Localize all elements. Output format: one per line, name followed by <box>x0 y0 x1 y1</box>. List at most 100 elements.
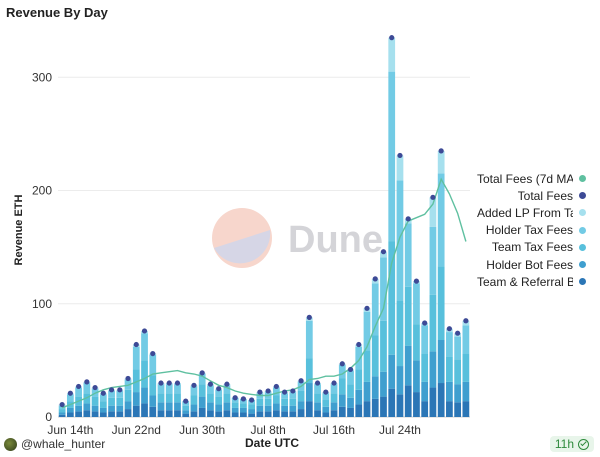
legend-item-total[interactable]: Total Fees <box>470 187 598 204</box>
author-link[interactable]: @whale_hunter <box>4 437 105 451</box>
x-axis-label: Date UTC <box>245 436 299 450</box>
bar-segment <box>75 387 82 397</box>
bar-segment <box>99 407 107 413</box>
bar-segment <box>66 394 74 402</box>
total-fee-point <box>389 35 395 41</box>
bar-segment <box>75 405 82 412</box>
bar-segment <box>207 393 214 403</box>
total-fee-point <box>347 366 354 373</box>
bar-segment <box>421 325 429 354</box>
bar-segment <box>380 320 387 372</box>
x-axis-ticks: Jun 14th Jun 22nd Jun 30th Jul 8th Jul 16th J… <box>47 423 421 437</box>
bar-segment <box>363 350 371 382</box>
total-fee-point <box>92 384 98 391</box>
bar-segment <box>83 403 91 411</box>
total-fee-point <box>257 389 263 395</box>
bar-segment <box>149 354 157 376</box>
bar-segment <box>83 410 91 417</box>
bar-segment <box>132 392 140 406</box>
total-fee-point <box>298 378 304 384</box>
legend-item-team-tax[interactable]: Team Tax Fees <box>470 239 598 256</box>
bar-segment <box>322 393 330 401</box>
bar-segment <box>429 351 437 388</box>
bar-segment <box>446 332 453 357</box>
legend-dot-icon <box>579 278 586 286</box>
bar-segment <box>223 402 231 411</box>
bar-segment <box>371 376 379 399</box>
bar-segment <box>83 383 91 394</box>
moving-average-line <box>61 177 467 409</box>
total-fee-point <box>141 328 148 334</box>
y-tick-label: 100 <box>32 297 52 311</box>
bar-segment <box>363 401 371 417</box>
bar-segment <box>91 411 99 417</box>
bar-segment <box>322 400 330 407</box>
total-fee-point <box>158 380 164 386</box>
bar-segment <box>429 294 437 352</box>
bar-segment <box>99 412 107 417</box>
total-fee-point <box>174 380 181 386</box>
bar-segment <box>116 397 124 406</box>
total-fee-point <box>356 341 362 348</box>
bar-segment <box>215 404 223 412</box>
bar-segment <box>330 402 338 411</box>
bar-segment <box>281 405 288 412</box>
bar-segment <box>215 389 223 397</box>
refresh-badge[interactable]: 11h <box>549 436 594 452</box>
total-fee-point <box>455 330 461 336</box>
bar-segment <box>388 241 396 355</box>
bar-segment <box>413 283 420 325</box>
bar-segment <box>305 383 313 402</box>
bar-segment <box>116 390 124 398</box>
y-axis-ticks: 0 100 200 300 <box>32 70 52 424</box>
bar-segment <box>124 401 132 410</box>
bar-segment <box>58 414 66 417</box>
bar-segment <box>305 358 313 384</box>
legend-item-holder-tax[interactable]: Holder Tax Fees <box>470 222 598 239</box>
bar-segment <box>421 381 429 402</box>
bar-segment <box>404 223 412 287</box>
bar-segment <box>141 360 148 388</box>
bar-segment <box>108 405 115 412</box>
bar-segment <box>124 409 132 417</box>
bar-segment <box>380 257 387 321</box>
bar-segment <box>99 394 107 402</box>
bar-segment <box>396 394 404 417</box>
total-fee-point <box>216 386 222 392</box>
legend-dot-icon <box>579 261 586 269</box>
total-fee-point <box>438 148 444 154</box>
legend-dot-icon <box>579 209 586 217</box>
bar-segment <box>305 401 313 417</box>
bar-segment <box>223 385 231 394</box>
bar-segment <box>305 320 313 359</box>
bar-segment <box>198 407 206 417</box>
legend-item-team-referral[interactable]: Team & Referral B <box>470 273 598 290</box>
bar-segment <box>190 395 198 405</box>
bar-segment <box>413 360 420 393</box>
legend-item-ma[interactable]: Total Fees (7d MA) <box>470 170 598 187</box>
bar-segment <box>231 402 239 408</box>
bar-segment <box>355 369 363 390</box>
bar-segment <box>446 381 453 402</box>
total-fee-point <box>446 326 452 332</box>
bar-segment <box>215 396 223 405</box>
bar-segment <box>149 395 157 407</box>
bar-segment <box>446 356 453 382</box>
total-fee-point <box>306 314 312 320</box>
legend-item-holder-bot[interactable]: Holder Bot Fees <box>470 256 598 273</box>
bar-segment <box>157 393 165 403</box>
total-fee-point <box>314 380 321 386</box>
total-fee-point <box>397 152 403 159</box>
bar-segment <box>190 411 198 417</box>
bar-segment <box>272 410 280 417</box>
legend-item-added-lp[interactable]: Added LP From Ta <box>470 204 598 221</box>
bar-segment <box>330 384 338 394</box>
bar-segment <box>396 155 404 181</box>
total-fee-point <box>125 375 131 382</box>
bar-segment <box>75 411 82 417</box>
bar-segment <box>174 410 181 417</box>
bar-segment <box>272 403 280 411</box>
bar-segment <box>363 381 371 402</box>
bar-segment <box>388 354 396 389</box>
